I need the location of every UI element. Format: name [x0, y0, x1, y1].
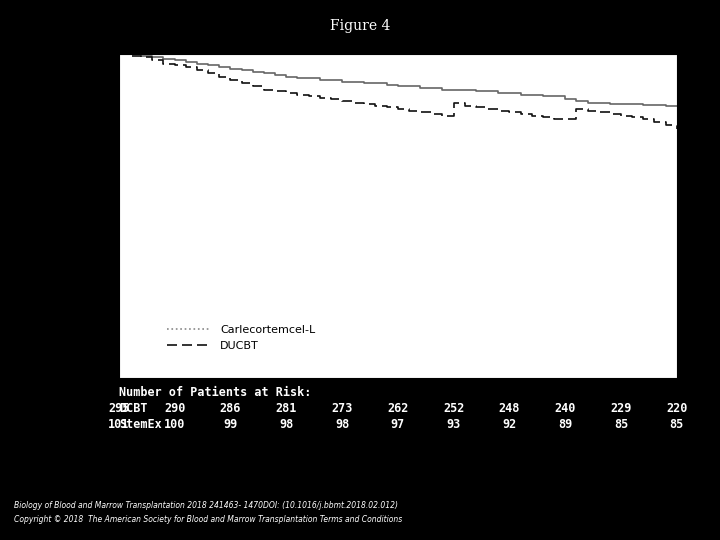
Text: 98: 98 [335, 418, 349, 431]
Text: 93: 93 [446, 418, 461, 431]
Text: 85: 85 [670, 418, 684, 431]
Text: 229: 229 [611, 402, 631, 415]
Text: 100: 100 [164, 418, 185, 431]
Y-axis label: CUMULATIVE SURVIVAL %: CUMULATIVE SURVIVAL % [73, 153, 84, 279]
Text: 248: 248 [499, 402, 520, 415]
Text: 286: 286 [220, 402, 241, 415]
Text: 252: 252 [443, 402, 464, 415]
Text: DCBT: DCBT [119, 402, 148, 415]
Text: 220: 220 [666, 402, 688, 415]
Text: 262: 262 [387, 402, 408, 415]
Text: Number of Patients at Risk:: Number of Patients at Risk: [119, 386, 311, 399]
Text: 89: 89 [558, 418, 572, 431]
Text: Copyright © 2018  The American Society for Blood and Marrow Transplantation Term: Copyright © 2018 The American Society fo… [14, 515, 402, 524]
Text: 99: 99 [223, 418, 238, 431]
Legend: Carlecortemcel-L, DUCBT: Carlecortemcel-L, DUCBT [158, 316, 324, 360]
Text: 295: 295 [108, 402, 130, 415]
Text: 85: 85 [614, 418, 628, 431]
Text: 290: 290 [164, 402, 185, 415]
Text: 97: 97 [391, 418, 405, 431]
Text: 98: 98 [279, 418, 293, 431]
Text: 281: 281 [276, 402, 297, 415]
Text: Biology of Blood and Marrow Transplantation 2018 241463- 1470DOI: (10.1016/j.bbm: Biology of Blood and Marrow Transplantat… [14, 501, 398, 510]
Text: 101: 101 [108, 418, 130, 431]
Text: Figure 4: Figure 4 [330, 19, 390, 33]
Text: StemEx: StemEx [119, 418, 161, 431]
Text: DAYS: DAYS [441, 381, 467, 391]
Text: 92: 92 [503, 418, 516, 431]
Text: 240: 240 [554, 402, 576, 415]
Text: 273: 273 [331, 402, 353, 415]
